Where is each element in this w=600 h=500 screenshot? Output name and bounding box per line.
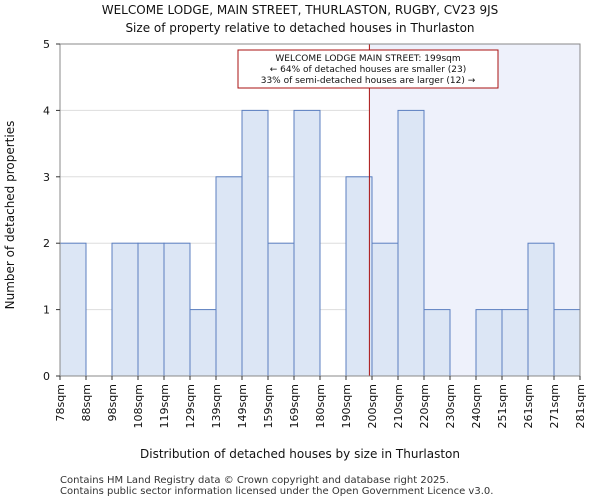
annotation-border	[237, 49, 499, 89]
bar	[553, 309, 581, 377]
x-tick-label: 261sqm	[522, 384, 535, 428]
x-tick-label: 180sqm	[314, 384, 327, 428]
y-tick-label: 0	[43, 370, 50, 383]
y-tick-label: 4	[43, 104, 50, 117]
bar	[241, 109, 269, 377]
bar	[527, 242, 555, 377]
x-tick-label: 78sqm	[54, 384, 67, 421]
bar	[397, 109, 425, 377]
bar	[137, 242, 165, 377]
annotation-line-3: 33% of semi-detached houses are larger (…	[261, 76, 476, 86]
x-tick-label: 190sqm	[340, 384, 353, 428]
chart-title: WELCOME LODGE, MAIN STREET, THURLASTON, …	[102, 3, 499, 17]
bar	[371, 242, 399, 377]
x-tick-label: 149sqm	[236, 384, 249, 428]
y-tick-label: 3	[43, 171, 50, 184]
x-tick-label: 119sqm	[158, 384, 171, 428]
bar	[501, 309, 529, 377]
x-tick-label: 98sqm	[106, 384, 119, 421]
annotation-box: WELCOME LODGE MAIN STREET: 199sqm ← 64% …	[237, 49, 499, 89]
bar	[345, 176, 373, 377]
y-tick-label: 2	[43, 237, 50, 250]
x-tick-label: 159sqm	[262, 384, 275, 428]
x-tick-label: 139sqm	[210, 384, 223, 428]
x-tick-label: 220sqm	[418, 384, 431, 428]
bar	[59, 242, 87, 377]
x-tick-label: 271sqm	[548, 384, 561, 428]
footer-line-2: Contains public sector information licen…	[60, 486, 493, 497]
x-tick-label: 200sqm	[366, 384, 379, 428]
chart-subtitle: Size of property relative to detached ho…	[125, 21, 474, 35]
bar	[267, 242, 295, 377]
bar	[423, 309, 451, 377]
x-axis-label: Distribution of detached houses by size …	[140, 447, 460, 461]
bars	[59, 109, 581, 377]
bar	[475, 309, 503, 377]
x-tick-label: 281sqm	[574, 384, 587, 428]
y-tick-label: 1	[43, 304, 50, 317]
annotation-line-1: WELCOME LODGE MAIN STREET: 199sqm	[275, 54, 460, 64]
footer-line-1: Contains HM Land Registry data © Crown c…	[60, 475, 449, 486]
x-tick-label: 169sqm	[288, 384, 301, 428]
y-tick-label: 5	[43, 38, 50, 51]
x-tick-label: 230sqm	[444, 384, 457, 428]
bar	[111, 242, 139, 377]
x-tick-label: 210sqm	[392, 384, 405, 428]
x-tick-label: 240sqm	[470, 384, 483, 428]
bar	[215, 176, 243, 377]
bar	[189, 309, 217, 377]
x-axis-ticks: 78sqm 88sqm 98sqm 108sqm 119sqm 129sqm 139sqm 1…	[54, 376, 587, 428]
annotation-line-2: ← 64% of detached houses are smaller (23…	[270, 65, 467, 75]
bar	[163, 242, 191, 377]
x-tick-label: 88sqm	[80, 384, 93, 421]
y-axis-label: Number of detached properties	[3, 121, 17, 310]
x-tick-label: 108sqm	[132, 384, 145, 428]
x-tick-label: 251sqm	[496, 384, 509, 428]
y-axis-ticks: 0 1 2 3 4 5	[43, 38, 60, 383]
bar	[293, 109, 321, 377]
x-tick-label: 129sqm	[184, 384, 197, 428]
